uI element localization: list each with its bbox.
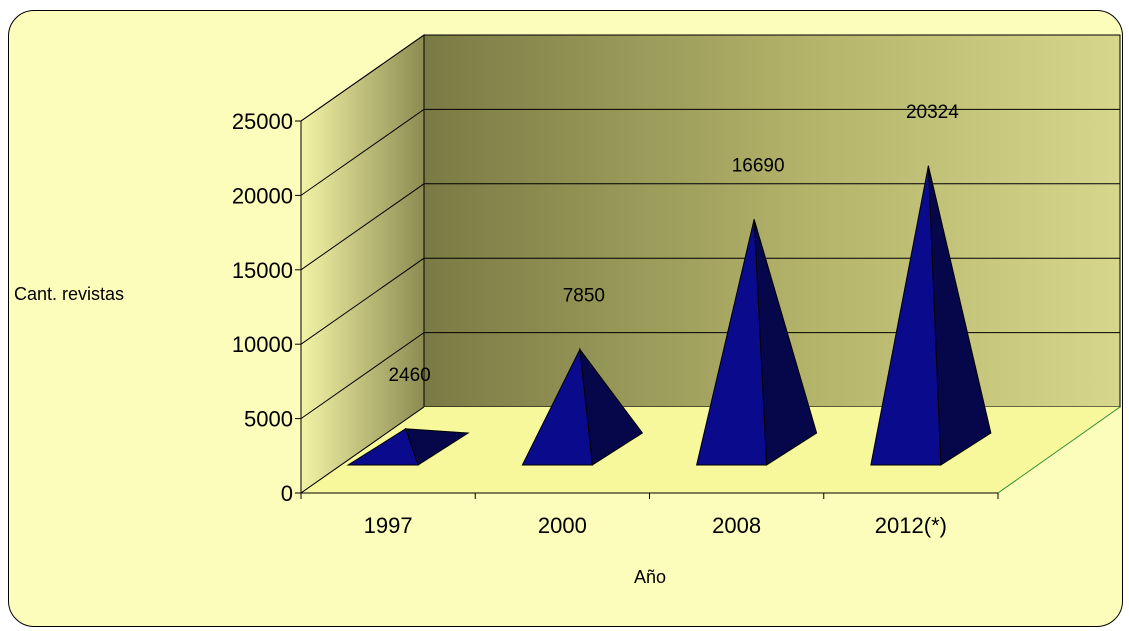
data-label: 7850 bbox=[563, 285, 605, 306]
grid-line-side bbox=[300, 257, 425, 345]
pyramid-front-face bbox=[346, 428, 419, 466]
y-tick-label: 5000 bbox=[244, 407, 293, 432]
grid-line-side bbox=[300, 183, 425, 271]
pyramid-bar bbox=[870, 165, 992, 466]
pyramid-front-face bbox=[870, 165, 942, 466]
floor-left-edge bbox=[300, 406, 425, 494]
y-tick-label: 20000 bbox=[232, 183, 293, 208]
pyramid-front-face bbox=[521, 347, 593, 466]
x-tick-label: 1997 bbox=[364, 513, 413, 538]
y-axis-label: Cant. revistas bbox=[14, 284, 124, 304]
x-tick-label: 2012(*) bbox=[875, 513, 947, 538]
floor-right-edge bbox=[997, 406, 1121, 494]
data-label: 2460 bbox=[388, 365, 430, 386]
grid-line-side bbox=[300, 108, 425, 196]
x-tick-label: 2000 bbox=[538, 513, 587, 538]
y-tick-label: 15000 bbox=[232, 258, 293, 283]
data-label: 20324 bbox=[906, 102, 959, 123]
x-axis-label: Año bbox=[634, 567, 666, 587]
y-tick-label: 0 bbox=[281, 481, 293, 506]
pyramid-bar bbox=[346, 428, 470, 466]
grid-line-side bbox=[300, 34, 425, 122]
data-label: 16690 bbox=[732, 155, 785, 176]
y-tick-label: 25000 bbox=[232, 109, 293, 134]
grid-line-side bbox=[300, 332, 425, 420]
x-tick-label: 2008 bbox=[712, 513, 761, 538]
pyramid-bar bbox=[521, 347, 644, 466]
pyramid-front-face bbox=[695, 219, 768, 466]
y-tick-label: 10000 bbox=[232, 332, 293, 357]
pyramid-bar bbox=[695, 219, 818, 466]
